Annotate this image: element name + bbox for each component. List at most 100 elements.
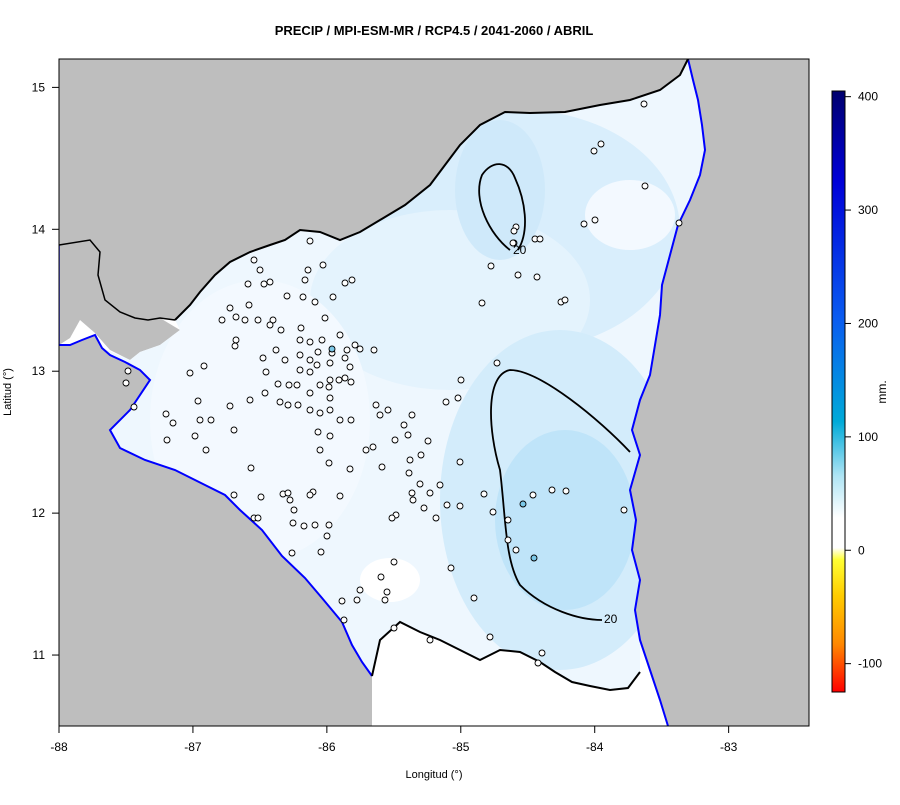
station-point bbox=[580, 220, 588, 228]
station-point bbox=[122, 379, 130, 387]
x-tick-label: -85 bbox=[452, 740, 470, 754]
station-point bbox=[232, 336, 240, 344]
station-point bbox=[323, 532, 331, 540]
station-point bbox=[408, 489, 416, 497]
station-point bbox=[246, 396, 254, 404]
station-point bbox=[426, 636, 434, 644]
station-point bbox=[478, 299, 486, 307]
plot-frame bbox=[58, 58, 810, 727]
station-point bbox=[343, 346, 351, 354]
station-point bbox=[259, 354, 267, 362]
land-mask-east bbox=[630, 59, 809, 726]
station-point bbox=[196, 416, 204, 424]
station-point bbox=[296, 366, 304, 374]
station-point bbox=[514, 271, 522, 279]
station-point bbox=[306, 356, 314, 364]
station-point bbox=[388, 514, 396, 522]
station-point bbox=[285, 381, 293, 389]
colorbar-frame bbox=[831, 90, 846, 693]
station-point bbox=[640, 100, 648, 108]
station-point bbox=[297, 324, 305, 332]
station-point bbox=[254, 316, 262, 324]
station-point bbox=[254, 514, 262, 522]
station-point bbox=[348, 276, 356, 284]
colorbar-ticks: 400 300 200 100 0 -100 bbox=[845, 90, 882, 671]
colorbar-tick-label: 300 bbox=[858, 203, 878, 217]
station-point bbox=[620, 506, 628, 514]
station-point bbox=[274, 380, 282, 388]
station-point bbox=[409, 496, 417, 504]
station-point bbox=[231, 342, 239, 350]
station-point bbox=[536, 235, 544, 243]
station-point bbox=[317, 548, 325, 556]
station-point bbox=[245, 301, 253, 309]
station-point bbox=[316, 446, 324, 454]
y-tick-label: 11 bbox=[33, 648, 46, 662]
station-point bbox=[442, 398, 450, 406]
station-point bbox=[378, 463, 386, 471]
station-point bbox=[447, 564, 455, 572]
station-point bbox=[390, 558, 398, 566]
x-axis: -88 -87 -86 -85 -84 -83 bbox=[50, 726, 738, 754]
station-point bbox=[284, 489, 292, 497]
station-point bbox=[306, 389, 314, 397]
station-point bbox=[381, 596, 389, 604]
land-mask-northwest bbox=[59, 240, 180, 360]
station-point bbox=[277, 326, 285, 334]
caribbean-coastline bbox=[628, 59, 707, 726]
station-point bbox=[426, 489, 434, 497]
station-point bbox=[316, 381, 324, 389]
honduras-border-west bbox=[59, 239, 176, 321]
colorbar-gradient bbox=[832, 91, 845, 692]
station-point bbox=[456, 502, 464, 510]
station-point bbox=[336, 416, 344, 424]
y-tick-label: 13 bbox=[32, 364, 46, 378]
map-title: PRECIP / MPI-ESM-MR / RCP4.5 / 2041-2060… bbox=[275, 23, 594, 38]
colorbar-tick-label: 400 bbox=[858, 90, 878, 104]
station-point bbox=[326, 432, 334, 440]
station-point bbox=[534, 659, 542, 667]
station-point bbox=[400, 421, 408, 429]
station-point bbox=[290, 506, 298, 514]
station-point bbox=[417, 451, 425, 459]
station-point bbox=[519, 500, 527, 508]
station-point bbox=[408, 411, 416, 419]
station-point bbox=[316, 409, 324, 417]
station-point bbox=[326, 406, 334, 414]
station-point bbox=[284, 401, 292, 409]
land-mask-north bbox=[59, 59, 688, 320]
station-point bbox=[266, 321, 274, 329]
station-point bbox=[383, 588, 391, 596]
station-point bbox=[347, 378, 355, 386]
colorbar-tick-label: 200 bbox=[858, 316, 878, 330]
station-point bbox=[457, 376, 465, 384]
station-point bbox=[356, 586, 364, 594]
station-point bbox=[326, 376, 334, 384]
station-point bbox=[299, 293, 307, 301]
x-tick-label: -88 bbox=[50, 740, 68, 754]
station-point bbox=[306, 368, 314, 376]
pacific-coastline bbox=[59, 333, 373, 677]
station-point bbox=[356, 345, 364, 353]
station-point bbox=[336, 492, 344, 500]
station-point bbox=[510, 227, 518, 235]
station-point bbox=[376, 411, 384, 419]
station-point bbox=[420, 504, 428, 512]
station-point bbox=[163, 436, 171, 444]
station-point bbox=[306, 237, 314, 245]
station-point bbox=[336, 331, 344, 339]
station-point bbox=[432, 514, 440, 522]
contour-label: 20 bbox=[513, 243, 527, 257]
station-point bbox=[456, 458, 464, 466]
contour-line-south bbox=[490, 369, 631, 621]
station-point bbox=[281, 356, 289, 364]
southern-border bbox=[371, 620, 641, 692]
station-point bbox=[504, 536, 512, 544]
station-point bbox=[202, 446, 210, 454]
station-point bbox=[124, 367, 132, 375]
station-point bbox=[362, 446, 370, 454]
station-point bbox=[186, 369, 194, 377]
station-point bbox=[232, 313, 240, 321]
station-point bbox=[162, 410, 170, 418]
